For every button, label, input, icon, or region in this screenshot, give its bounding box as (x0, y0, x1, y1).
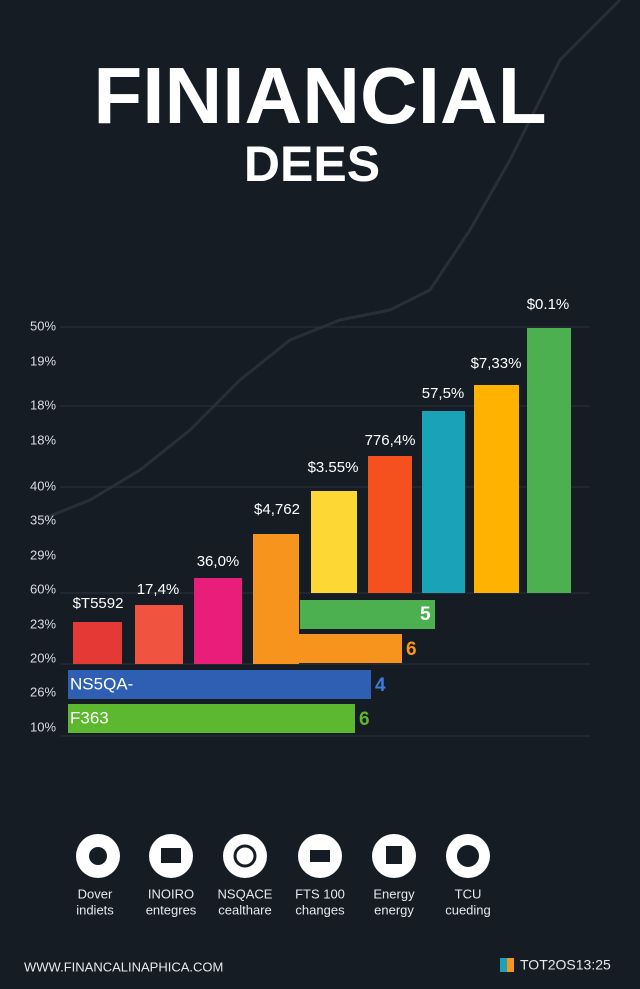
axis-label: 23% (30, 616, 56, 631)
icon-glyph (457, 845, 479, 867)
icon-label: Dover (78, 886, 113, 901)
subtitle: DEES (244, 136, 380, 192)
h-bar (68, 670, 371, 699)
icon (223, 834, 267, 878)
h-bar-number: 5 (420, 604, 431, 625)
icon-glyph (310, 850, 330, 862)
bar (73, 622, 122, 664)
bar-label: $3.55% (308, 459, 359, 476)
icon-glyph (161, 848, 181, 863)
bar-label: $7,33% (471, 355, 522, 372)
vertical-bars: $T5592 17,4% 36,0% $4,762 $3.55% 776,4% … (73, 296, 571, 664)
axis-labels: 50% 19% 18% 18% 40% 35% 29% 60% 23% 20% … (30, 318, 56, 734)
icon-glyph (386, 846, 402, 864)
icon-label: NSQACE (218, 886, 273, 901)
icon-label: entegres (146, 902, 197, 917)
footer-code: TOT2OS13:25 (520, 957, 611, 973)
bar-label: 776,4% (365, 432, 416, 449)
icon-label: indiets (76, 902, 114, 917)
bar (527, 328, 571, 593)
icon-label: cealthare (218, 902, 271, 917)
axis-label: 60% (30, 581, 56, 596)
footer-logo (500, 958, 507, 972)
bar-label: 57,5% (422, 385, 465, 402)
axis-label: 29% (30, 547, 56, 562)
icon-glyph (233, 844, 257, 868)
h-bar-number: 4 (375, 675, 386, 696)
background-trend (39, 0, 622, 522)
axis-label: 19% (30, 353, 56, 368)
footer-url: WWW.FINANCALINAPHICA.COM (24, 959, 223, 974)
bar (311, 491, 357, 593)
axis-label: 18% (30, 397, 56, 412)
axis-label: 10% (30, 719, 56, 734)
horizontal-bars: 5 6 NS5QA- 4 F363 6 (68, 600, 435, 733)
axis-label: 18% (30, 432, 56, 447)
axis-label: 20% (30, 650, 56, 665)
icon-glyph (89, 847, 107, 865)
bar-label: $T5592 (73, 595, 124, 612)
h-bar-label: NS5QA- (70, 674, 133, 693)
icon-label: energy (374, 902, 414, 917)
icon-label: TCU (455, 886, 482, 901)
title: FINIANCIAL (93, 51, 546, 140)
h-bar-label: F363 (70, 708, 109, 727)
bar (368, 456, 412, 593)
axis-label: 50% (30, 318, 56, 333)
h-bar (300, 600, 435, 629)
h-bar (253, 634, 402, 663)
icon-label: Energy (373, 886, 415, 901)
h-bar (68, 704, 355, 733)
h-bar-number: 6 (359, 709, 370, 730)
icon-label: INOIRO (148, 886, 194, 901)
axis-label: 40% (30, 478, 56, 493)
icon-label: cueding (445, 902, 491, 917)
bar (422, 411, 465, 593)
h-bar-number: 6 (406, 639, 417, 660)
bar (194, 578, 242, 664)
icon-label: changes (295, 902, 345, 917)
bar (474, 385, 519, 593)
bar (135, 605, 183, 664)
icons: Dover indiets INOIRO entegres NSQACE cea… (76, 834, 491, 917)
bar-label: 17,4% (137, 581, 180, 598)
bar-label: $0.1% (527, 296, 570, 313)
icon-label: FTS 100 (295, 886, 345, 901)
axis-label: 26% (30, 684, 56, 699)
axis-label: 35% (30, 512, 56, 527)
bar-label: $4,762 (254, 501, 300, 518)
bar-label: 36,0% (197, 553, 240, 570)
